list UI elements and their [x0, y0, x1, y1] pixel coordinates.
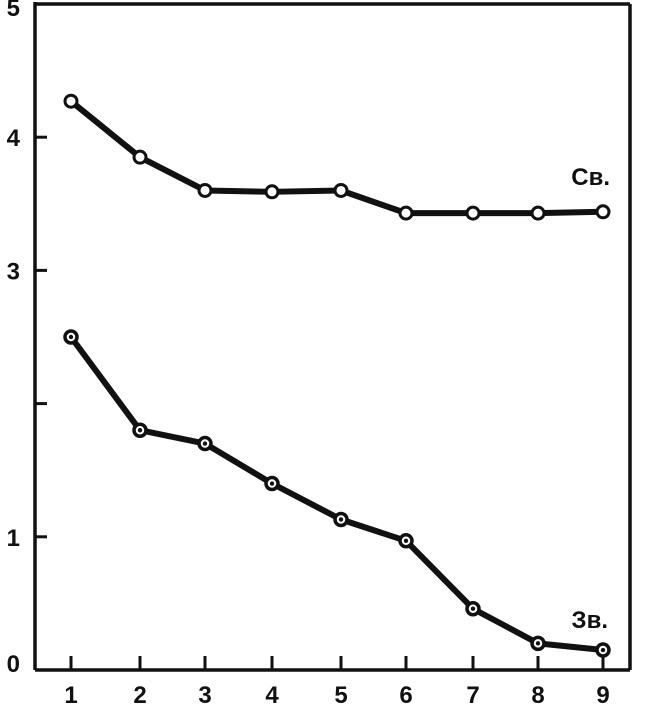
x-tick-label: 2	[133, 682, 146, 709]
data-point-center	[338, 517, 344, 522]
y-tick-label: 4	[7, 125, 21, 152]
data-point-center	[535, 641, 541, 646]
axes	[33, 2, 632, 672]
x-tick-label: 5	[334, 682, 347, 709]
series-1: Св.	[63, 93, 611, 221]
x-tick-label: 6	[399, 682, 412, 709]
series-label: Св.	[571, 164, 610, 191]
data-point	[132, 149, 148, 165]
data-point	[197, 182, 213, 198]
x-tick-label: 4	[265, 682, 279, 709]
x-tick-label: 3	[198, 682, 211, 709]
y-axis-ticks: 0 1 3 4 5	[7, 0, 47, 678]
data-point	[530, 205, 546, 221]
data-point	[465, 205, 481, 221]
data-point-center	[403, 538, 409, 543]
data-point-center	[269, 481, 275, 486]
y-tick-label: 3	[7, 258, 20, 285]
data-point	[595, 204, 611, 220]
data-point-center	[470, 606, 476, 611]
series-label: Зв.	[572, 607, 608, 634]
data-point-center	[600, 647, 606, 653]
data-point-center	[202, 441, 208, 446]
series-line	[68, 334, 606, 654]
x-axis-ticks: 1 2 3 4 5 6 7 8 9	[64, 656, 610, 709]
series-2: Зв.	[63, 329, 611, 658]
data-point-center	[68, 334, 74, 340]
data-point-center	[137, 428, 143, 433]
x-tick-label: 8	[531, 682, 544, 709]
y-tick-label: 1	[7, 525, 20, 552]
x-tick-label: 1	[64, 682, 77, 709]
x-tick-label: 9	[596, 682, 609, 709]
data-point	[398, 205, 414, 221]
series-group: Св. Зв.	[63, 93, 611, 658]
data-point	[264, 184, 280, 200]
y-tick-label: 0	[7, 651, 20, 678]
data-point	[63, 93, 79, 109]
data-point	[333, 182, 349, 198]
y-tick-label: 5	[7, 0, 20, 22]
x-tick-label: 7	[466, 682, 479, 709]
